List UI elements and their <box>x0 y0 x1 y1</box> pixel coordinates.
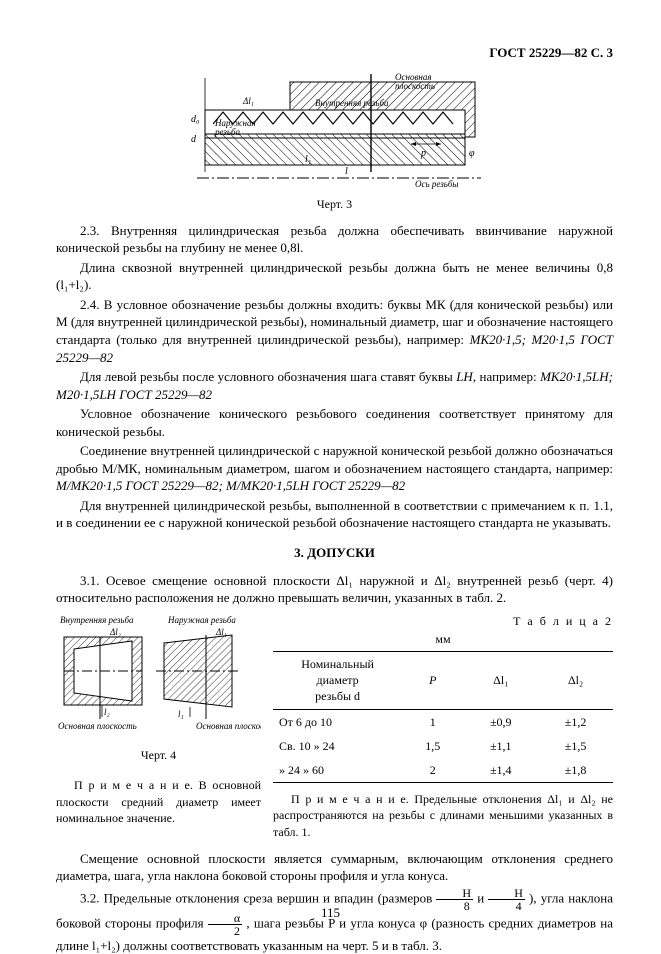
para-3-1: 3.1. Осевое смещение основной плоскости … <box>56 572 613 607</box>
fig4-outer-top: Наружная резьба <box>167 615 236 625</box>
th-dl1: Δl₁ <box>493 673 508 687</box>
td-dl1: ±0,9 <box>463 709 538 734</box>
figure-3: Основная плоскость Внутренняя резьба Нар… <box>56 72 613 192</box>
para-2-4b-pre: Для левой резьбы после условного обознач… <box>80 369 456 384</box>
fig3-label-d: d <box>191 134 197 145</box>
fig3-label-p: p <box>420 148 426 159</box>
para-2-4d: Соединение внутренней цилиндрической с н… <box>56 442 613 495</box>
para-2-3b: Длина сквозной внутренней цилиндрической… <box>56 259 613 294</box>
page: ГОСТ 25229—82 С. 3 <box>0 0 661 936</box>
table-row: Св. 10 » 24 1,5 ±1,1 ±1,5 <box>273 734 613 758</box>
table-row: От 6 до 10 1 ±0,9 ±1,2 <box>273 709 613 734</box>
fig3-label-axis: Ось резьбы <box>415 179 458 189</box>
fig3-label-inner: Внутренняя резьба <box>315 98 389 108</box>
th-d-b: резьбы d <box>279 688 396 704</box>
para-2-4d-pre: Соединение внутренней цилиндрической с н… <box>56 443 613 476</box>
td-dl2: ±1,2 <box>538 709 613 734</box>
td-dl1: ±1,1 <box>463 734 538 758</box>
td-p: 1 <box>402 709 463 734</box>
td-d: » 24 » 60 <box>273 758 402 783</box>
fig3-label-outer2: резьба <box>214 127 241 137</box>
para-2-4c: Условное обозначение конического резьбов… <box>56 405 613 440</box>
table-row: » 24 » 60 2 ±1,4 ±1,8 <box>273 758 613 783</box>
para-2-3a: 2.3. Внутренняя цилиндрическая резьба до… <box>56 222 613 257</box>
td-d: От 6 до 10 <box>273 709 402 734</box>
para-2-4b-mid: , например: <box>473 369 540 384</box>
table-2: Номинальный диаметр резьбы d P Δl₁ Δl₂ О… <box>273 651 613 783</box>
td-p: 1,5 <box>402 734 463 758</box>
td-dl2: ±1,8 <box>538 758 613 783</box>
p32-a: 3.2. Предельные отклонения среза вершин … <box>80 890 436 905</box>
th-dl2: Δl₂ <box>568 673 583 687</box>
fig4-dl1: Δl₁ <box>215 627 227 637</box>
para-2-4a: 2.4. В условное обозначение резьбы должн… <box>56 296 613 366</box>
table-2-label: Т а б л и ц а 2 <box>273 613 613 629</box>
figure-4-svg: Внутренняя резьба Δl₂ l₂ Основная плоско… <box>56 613 261 743</box>
para-2-4e: Для внутренней цилиндрической резьбы, вы… <box>56 497 613 532</box>
fig4-dl2: Δl₂ <box>109 627 121 637</box>
td-dl2: ±1,5 <box>538 734 613 758</box>
fig3-label-l: l <box>345 166 348 177</box>
figure-3-svg: Основная плоскость Внутренняя резьба Нар… <box>185 72 485 192</box>
section-3-title: 3. ДОПУСКИ <box>56 544 613 562</box>
fig4-inner-top: Внутренняя резьба <box>60 615 134 625</box>
th-d-a: Номинальный диаметр <box>279 656 396 688</box>
fig4-main2: Основная плоскость <box>196 721 261 731</box>
figure-3-caption: Черт. 3 <box>56 196 613 212</box>
p32-b: и <box>477 890 488 905</box>
fig3-label-phi: φ <box>469 148 475 159</box>
td-dl1: ±1,4 <box>463 758 538 783</box>
para-tail-1: Смещение основной плоскости является сум… <box>56 850 613 885</box>
td-d: Св. 10 » 24 <box>273 734 402 758</box>
th-p: P <box>429 673 436 687</box>
col-table-2: Т а б л и ц а 2 мм Номинальный диаметр р… <box>273 613 613 840</box>
fig3-label-main2: плоскость <box>395 81 435 91</box>
fig4-main1: Основная плоскость <box>58 721 137 731</box>
fig3-label-l1: l₁ <box>305 154 311 165</box>
table-2-note: П р и м е ч а н и е. Предельные отклонен… <box>273 791 613 840</box>
para-2-4b-lh: LH <box>456 369 473 384</box>
figure-4-caption: Черт. 4 <box>56 747 261 763</box>
table-2-unit: мм <box>273 631 613 647</box>
fig4-l2: l₂ <box>104 707 110 717</box>
fig4-l1: l₁ <box>178 709 184 719</box>
table-row: Номинальный диаметр резьбы d P Δl₁ Δl₂ <box>273 652 613 710</box>
para-2-4d-em: М/МК20·1,5 ГОСТ 25229—82; М/МК20·1,5LH Г… <box>56 478 405 493</box>
figure-4-note: П р и м е ч а н и е. В основной плоскост… <box>56 777 261 826</box>
col-figure-4: Внутренняя резьба Δl₂ l₂ Основная плоско… <box>56 613 261 840</box>
page-number: 115 <box>0 904 661 922</box>
page-header: ГОСТ 25229—82 С. 3 <box>56 44 613 62</box>
fig3-label-dl1: Δl₁ <box>242 96 254 106</box>
td-p: 2 <box>402 758 463 783</box>
para-2-4b: Для левой резьбы после условного обознач… <box>56 368 613 403</box>
row-fig4-table2: Внутренняя резьба Δl₂ l₂ Основная плоско… <box>56 613 613 840</box>
fig3-label-d0: d₀ <box>191 114 200 125</box>
